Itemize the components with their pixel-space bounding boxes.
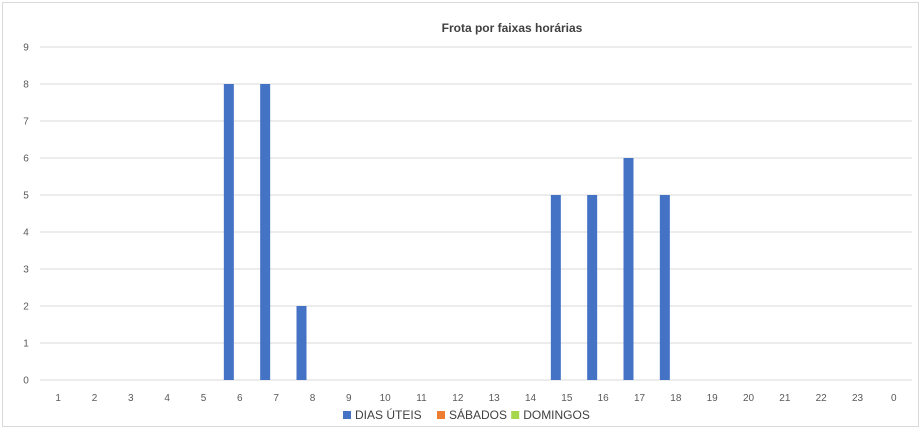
- x-tick-label: 10: [380, 393, 392, 404]
- x-tick-label: 3: [128, 393, 134, 404]
- bar: [623, 158, 634, 380]
- x-tick-label: 14: [525, 393, 537, 404]
- x-axis: 1 2 3 4 5 6 7 8 9 10 11 12 13 14 15 16 17 18 19 20 21 22 23 0: [55, 393, 897, 404]
- legend-swatch: [343, 411, 351, 419]
- x-tick-label: 12: [452, 393, 464, 404]
- x-tick-label: 17: [634, 393, 646, 404]
- y-tick-label: 3: [23, 265, 29, 276]
- x-tick-label: 15: [561, 393, 573, 404]
- x-tick-label: 1: [55, 393, 61, 404]
- legend-swatch: [437, 411, 445, 419]
- legend: DIAS ÚTEIS SÁBADOS DOMINGOS: [343, 407, 590, 422]
- x-tick-label: 11: [416, 393, 427, 404]
- x-tick-label: 6: [237, 393, 243, 404]
- y-tick-label: 5: [23, 191, 29, 202]
- x-tick-label: 9: [346, 393, 352, 404]
- gridlines: [40, 46, 912, 381]
- legend-label: DIAS ÚTEIS: [355, 407, 422, 422]
- y-tick-label: 2: [23, 302, 29, 313]
- y-tick-label: 1: [23, 339, 29, 350]
- y-tick-label: 7: [23, 117, 29, 128]
- x-tick-label: 23: [852, 393, 864, 404]
- bar: [223, 84, 234, 380]
- bar: [587, 195, 598, 380]
- y-tick-label: 6: [23, 154, 29, 165]
- bar: [550, 195, 561, 380]
- x-tick-label: 0: [891, 393, 897, 404]
- x-tick-label: 5: [201, 393, 207, 404]
- bar: [659, 195, 670, 380]
- x-tick-label: 7: [273, 393, 279, 404]
- y-tick-label: 4: [23, 228, 29, 239]
- x-tick-label: 13: [489, 393, 501, 404]
- bars: [223, 84, 670, 380]
- x-tick-label: 16: [598, 393, 610, 404]
- bar: [260, 84, 271, 380]
- x-tick-label: 8: [310, 393, 316, 404]
- chart-title: Frota por faixas horárias: [442, 21, 583, 35]
- x-tick-label: 18: [670, 393, 682, 404]
- legend-label: DOMINGOS: [523, 408, 590, 422]
- x-tick-label: 20: [743, 393, 755, 404]
- bar: [296, 306, 307, 380]
- y-tick-label: 0: [23, 376, 29, 387]
- legend-label: SÁBADOS: [449, 407, 507, 422]
- y-tick-label: 9: [23, 43, 29, 54]
- x-tick-label: 19: [707, 393, 719, 404]
- x-tick-label: 22: [816, 393, 828, 404]
- x-tick-label: 21: [779, 393, 791, 404]
- legend-swatch: [511, 411, 520, 419]
- y-tick-label: 8: [23, 80, 29, 91]
- x-tick-label: 4: [164, 393, 170, 404]
- x-tick-label: 2: [92, 393, 98, 404]
- y-axis: 0 1 2 3 4 5 6 7 8 9: [23, 43, 29, 387]
